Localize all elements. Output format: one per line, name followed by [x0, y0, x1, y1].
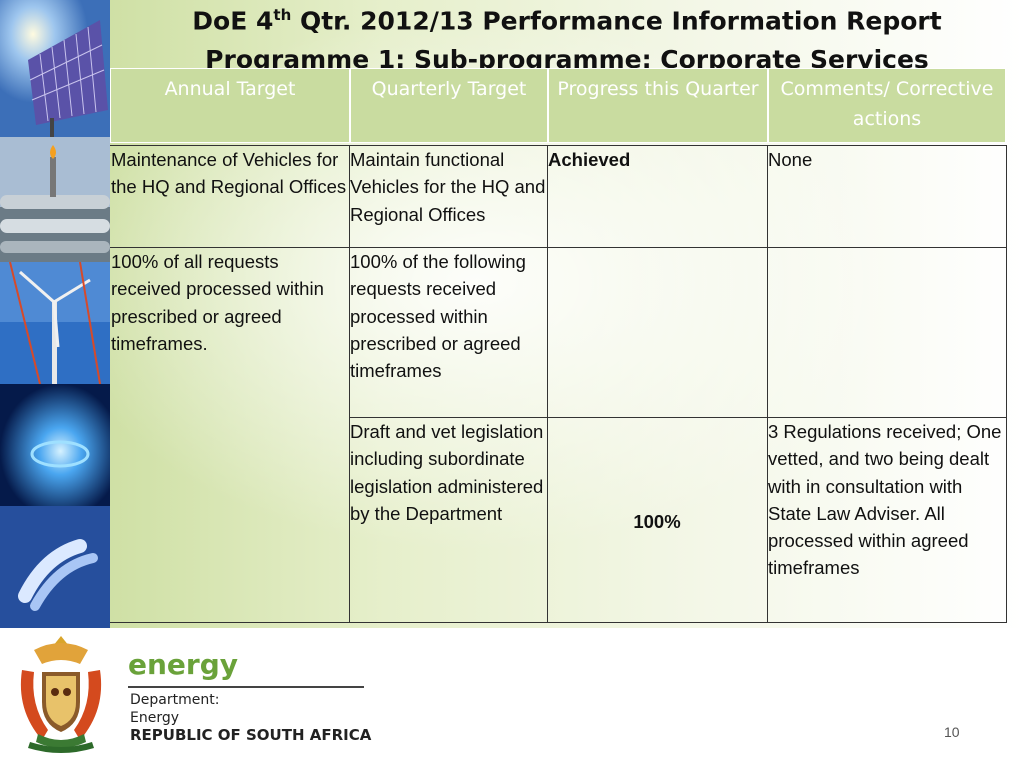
- coat-of-arms-icon: [12, 630, 110, 759]
- solar-panel-photo: [0, 0, 110, 137]
- fluorescent-bulb-photo: [0, 506, 110, 628]
- grid-line: [1006, 145, 1007, 623]
- grid-line: [110, 145, 1007, 146]
- row1-progress: Achieved: [548, 149, 631, 170]
- row1-annual-target: Maintenance of Vehicles for the HQ and R…: [111, 149, 347, 198]
- grid-line: [547, 145, 548, 623]
- grid-line: [349, 145, 350, 623]
- pipeline-photo: [0, 137, 110, 262]
- country-name: REPUBLIC OF SOUTH AFRICA: [130, 726, 372, 744]
- grid-line: [110, 247, 1007, 248]
- title-line-1: DoE 4th Qtr. 2012/13 Performance Informa…: [192, 6, 942, 36]
- brand-rule: [128, 686, 364, 688]
- wind-turbine-photo: [0, 262, 110, 384]
- page-number: 10: [944, 724, 960, 740]
- row2-quarterly-target: 100% of the following requests received …: [350, 251, 526, 382]
- grid-line: [110, 622, 1007, 623]
- department-name: Energy: [130, 710, 180, 726]
- header-quarterly-target: Quarterly Target: [350, 68, 548, 143]
- photo-strip: [0, 0, 110, 628]
- row3-comments: 3 Regulations received; One vetted, and …: [768, 421, 1002, 579]
- row1-quarterly-target: Maintain functional Vehicles for the HQ …: [350, 149, 546, 225]
- header-annual-target: Annual Target: [110, 68, 350, 143]
- row1-comments: None: [768, 149, 813, 170]
- grid-line: [767, 145, 768, 623]
- row3-progress: 100%: [633, 511, 681, 532]
- gas-flame-photo: [0, 384, 110, 506]
- header-comments: Comments/ Corrective actions: [768, 68, 1006, 143]
- header-progress: Progress this Quarter: [548, 68, 768, 143]
- grid-line: [349, 417, 1007, 418]
- row3-quarterly-target: Draft and vet legislation including subo…: [350, 421, 544, 524]
- department-label: Department:: [130, 692, 220, 708]
- footer: [0, 628, 1024, 768]
- energy-brand: energy: [128, 648, 239, 681]
- row2-annual-target: 100% of all requests received processed …: [111, 251, 324, 354]
